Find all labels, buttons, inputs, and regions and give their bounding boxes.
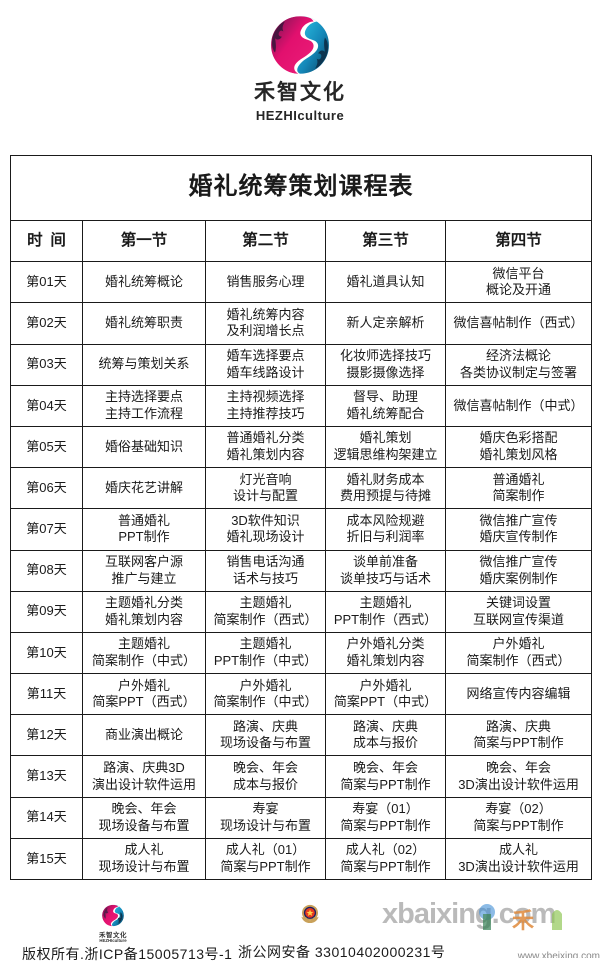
svg-text:禾: 禾: [512, 908, 534, 933]
